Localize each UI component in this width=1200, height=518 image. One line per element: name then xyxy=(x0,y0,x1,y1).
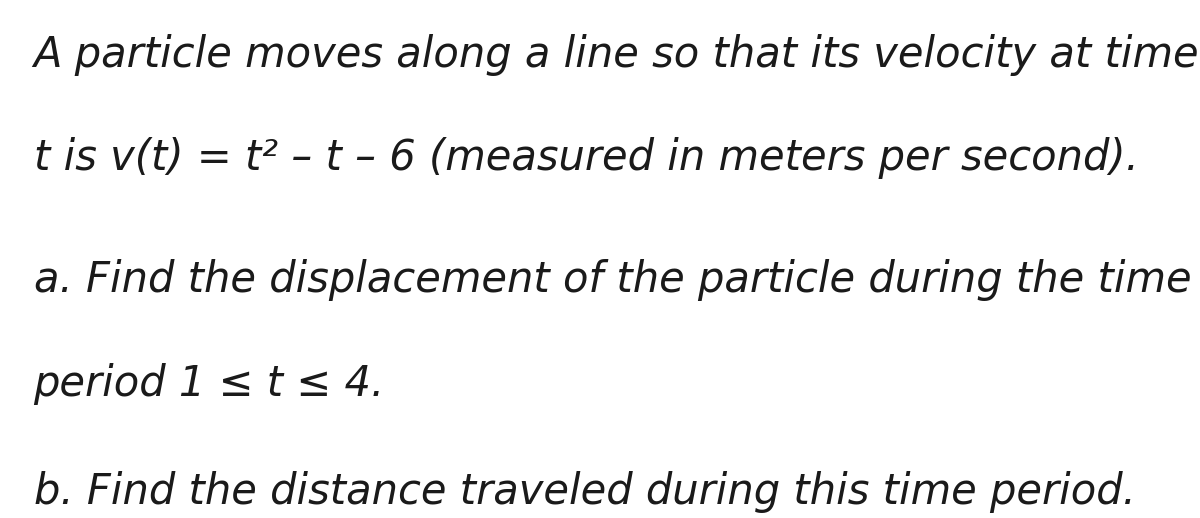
Text: t is v(t) = t² – t – 6 (measured in meters per second).: t is v(t) = t² – t – 6 (measured in mete… xyxy=(34,137,1139,179)
Text: b. Find the distance traveled during this time period.: b. Find the distance traveled during thi… xyxy=(34,471,1135,513)
Text: period 1 ≤ t ≤ 4.: period 1 ≤ t ≤ 4. xyxy=(34,363,385,405)
Text: a. Find the displacement of the particle during the time: a. Find the displacement of the particle… xyxy=(34,259,1192,301)
Text: A particle moves along a line so that its velocity at time: A particle moves along a line so that it… xyxy=(34,34,1199,76)
